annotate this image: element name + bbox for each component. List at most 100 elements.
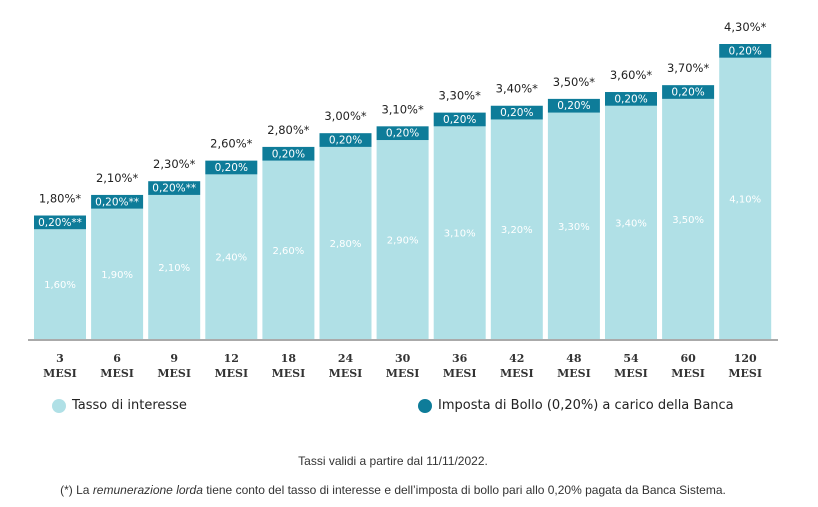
stamp-duty-label-36: 0,20%	[443, 114, 476, 126]
footnote-suffix: tiene conto del tasso di interesse e del…	[202, 483, 726, 497]
total-label-120: 4,30%*	[724, 20, 767, 34]
stamp-duty-label-48: 0,20%	[557, 100, 590, 112]
x-tick-unit-54: MESI	[614, 367, 648, 380]
footnote-italic: remunerazione lorda	[92, 483, 203, 497]
stamp-duty-label-42: 0,20%	[500, 107, 533, 119]
bar-interest-24	[319, 146, 372, 339]
validity-note: Tassi validi a partire dal 11/11/2022.	[298, 454, 488, 468]
total-label-54: 3,60%*	[610, 68, 653, 82]
legend-label-interest: Tasso di interesse	[72, 398, 187, 413]
bar-stamp-duty-3	[34, 215, 86, 230]
bar-stamp-duty-30	[376, 126, 429, 141]
deposit-rates-chart: 0,20%** 1,60% 1,80%* 3 MESI 0,20%** 1,90% 2,10%…	[28, 20, 778, 380]
stamp-duty-label-54: 0,20%	[614, 93, 647, 105]
interest-label-6: 1,90%	[101, 270, 133, 281]
stamp-duty-label-60: 0,20%	[671, 87, 704, 99]
x-tick-unit-3: MESI	[43, 367, 77, 380]
x-tick-unit-12: MESI	[214, 367, 248, 380]
x-tick-label-60: 60	[680, 352, 696, 365]
bar-stamp-duty-12	[205, 160, 258, 175]
total-label-30: 3,10%*	[381, 102, 424, 116]
bar-interest-6	[91, 208, 144, 339]
x-tick-label-6: 6	[113, 352, 121, 365]
total-label-3: 1,80%*	[39, 192, 82, 206]
legend-swatch-stamp-duty	[418, 398, 432, 413]
total-label-12: 2,60%*	[210, 137, 253, 151]
x-tick-label-120: 120	[734, 352, 757, 365]
x-tick-unit-30: MESI	[386, 367, 420, 380]
total-label-42: 3,40%*	[496, 82, 539, 96]
total-label-48: 3,50%*	[553, 75, 596, 89]
x-tick-label-54: 54	[623, 352, 639, 365]
stamp-duty-label-12: 0,20%	[215, 162, 248, 174]
bar-interest-30	[376, 140, 429, 339]
bar-interest-48	[547, 112, 600, 340]
legend-label-stamp-duty: Imposta di Bollo (0,20%) a carico della …	[438, 398, 734, 413]
x-tick-unit-9: MESI	[157, 367, 191, 380]
total-label-18: 2,80%*	[267, 123, 310, 137]
interest-label-120: 4,10%	[729, 194, 761, 205]
x-tick-unit-6: MESI	[100, 367, 134, 380]
bar-stamp-duty-6	[91, 194, 144, 209]
bar-interest-36	[433, 126, 486, 339]
interest-label-60: 3,50%	[672, 215, 704, 226]
bar-interest-42	[490, 119, 543, 339]
stamp-duty-label-24: 0,20%	[329, 135, 362, 147]
legend-item-stamp-duty: Imposta di Bollo (0,20%) a carico della …	[418, 398, 734, 413]
x-tick-label-18: 18	[281, 352, 297, 365]
stamp-duty-label-30: 0,20%	[386, 128, 419, 140]
x-tick-label-12: 12	[224, 352, 239, 365]
x-tick-unit-48: MESI	[557, 367, 591, 380]
interest-label-48: 3,30%	[558, 222, 590, 233]
total-label-6: 2,10%*	[96, 171, 139, 185]
bar-stamp-duty-48	[547, 98, 600, 113]
interest-label-54: 3,40%	[615, 218, 647, 229]
interest-label-36: 3,10%	[444, 229, 476, 240]
x-tick-unit-24: MESI	[329, 367, 363, 380]
legend-swatch-interest	[52, 398, 66, 413]
x-tick-label-9: 9	[170, 352, 178, 365]
x-tick-label-24: 24	[338, 352, 354, 365]
total-label-36: 3,30%*	[439, 89, 482, 103]
bar-stamp-duty-36	[433, 112, 486, 127]
bar-interest-18	[262, 160, 315, 339]
x-tick-label-3: 3	[56, 352, 64, 365]
bar-interest-9	[148, 194, 201, 339]
stamp-duty-label-9: 0,20%**	[152, 183, 196, 195]
stamp-duty-label-18: 0,20%	[272, 148, 305, 160]
x-tick-unit-60: MESI	[671, 367, 705, 380]
bar-stamp-duty-54	[605, 92, 657, 106]
interest-label-18: 2,60%	[273, 246, 305, 257]
bar-stamp-duty-18	[262, 146, 315, 161]
x-tick-label-30: 30	[395, 352, 411, 365]
interest-label-3: 1,60%	[44, 280, 76, 291]
stamp-duty-label-120: 0,20%	[729, 45, 762, 57]
bar-stamp-duty-9	[148, 181, 201, 195]
stamp-duty-label-3: 0,20%**	[38, 217, 82, 229]
x-tick-label-36: 36	[452, 352, 468, 365]
x-tick-label-42: 42	[509, 352, 524, 365]
legend-item-interest: Tasso di interesse	[52, 398, 187, 413]
stamp-duty-label-6: 0,20%**	[95, 196, 139, 208]
bar-stamp-duty-24	[319, 133, 372, 147]
interest-label-9: 2,10%	[158, 263, 190, 274]
bar-stamp-duty-42	[490, 105, 543, 120]
bar-stamp-duty-120	[719, 44, 772, 58]
interest-label-30: 2,90%	[387, 236, 419, 247]
total-label-60: 3,70%*	[667, 61, 710, 75]
x-tick-label-48: 48	[566, 352, 582, 365]
bar-interest-54	[605, 105, 657, 339]
bar-interest-60	[662, 98, 715, 339]
footnote: (*) La remunerazione lorda tiene conto d…	[0, 483, 786, 497]
total-label-9: 2,30%*	[153, 157, 196, 171]
total-label-24: 3,00%*	[324, 109, 367, 123]
bar-stamp-duty-60	[662, 85, 715, 99]
bar-interest-3	[34, 229, 86, 339]
x-tick-unit-42: MESI	[500, 367, 534, 380]
x-tick-unit-18: MESI	[272, 367, 306, 380]
bar-interest-120	[719, 57, 772, 339]
x-tick-unit-36: MESI	[443, 367, 477, 380]
bar-interest-12	[205, 174, 258, 339]
interest-label-42: 3,20%	[501, 225, 533, 236]
x-tick-unit-120: MESI	[728, 367, 762, 380]
